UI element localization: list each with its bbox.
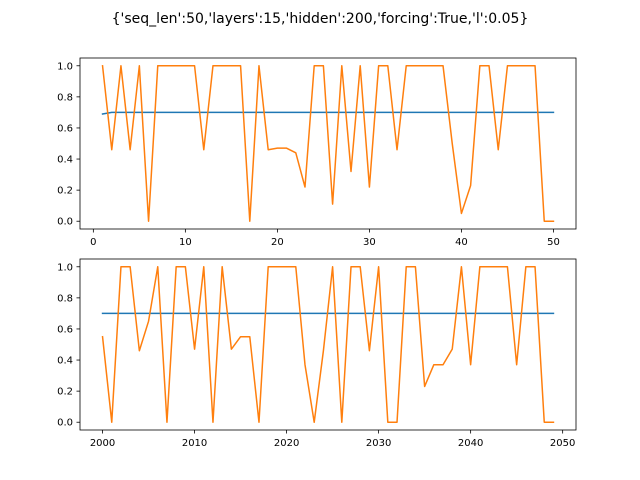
plot0-y-tick-label: 0.8 — [57, 92, 73, 103]
plot1-y-tick-label: 0.0 — [57, 418, 73, 429]
plot0-x-tick-label: 10 — [179, 237, 192, 248]
plot0-y-tick-label: 0.6 — [57, 123, 73, 134]
plot1-x-tick-label: 2020 — [274, 438, 299, 449]
plot0-axes-frame — [79, 57, 577, 230]
plot0-y-tick-label: 0.0 — [57, 217, 73, 228]
plot0-series-line-0 — [101, 111, 555, 115]
plot0-x-tick-label: 40 — [455, 237, 468, 248]
plot1-y-tick-label: 0.2 — [57, 387, 73, 398]
plot1-x-tick-label: 2000 — [90, 438, 115, 449]
plot0-x-tick-label: 0 — [90, 237, 96, 248]
plot1-y-tick-label: 1.0 — [57, 262, 73, 273]
plot0-x-tick-label: 30 — [363, 237, 376, 248]
plot1-x-tick-label: 2040 — [458, 438, 483, 449]
plot1-x-tick-label: 2030 — [366, 438, 391, 449]
figure-suptitle: {'seq_len':50,'layers':15,'hidden':200,'… — [112, 11, 529, 27]
plot1-axes-frame — [79, 258, 577, 431]
plot1-series-line-1 — [101, 266, 555, 423]
plot0-y-tick-label: 0.2 — [57, 186, 73, 197]
top-plot: 0 10 20 30 40 50 0.0 0.2 0.4 0.6 0.8 1.0 — [57, 57, 577, 248]
plot0-x-tick-label: 20 — [271, 237, 284, 248]
plot1-x-tick-label: 2050 — [550, 438, 575, 449]
plot0-x-tick-label: 50 — [547, 237, 560, 248]
plot1-y-tick-label: 0.6 — [57, 324, 73, 335]
plot1-x-tick-label: 2010 — [182, 438, 207, 449]
plot1-y-tick-label: 0.8 — [57, 293, 73, 304]
plot0-y-tick-label: 1.0 — [57, 61, 73, 72]
plot0-series-line-1 — [101, 64, 555, 222]
plot0-y-tick-label: 0.4 — [57, 155, 73, 166]
plot1-y-tick-label: 0.4 — [57, 356, 73, 367]
bottom-plot: 2000 2010 2020 2030 2040 2050 0.0 0.2 0.4 0.6 0.8 1… — [57, 258, 577, 449]
